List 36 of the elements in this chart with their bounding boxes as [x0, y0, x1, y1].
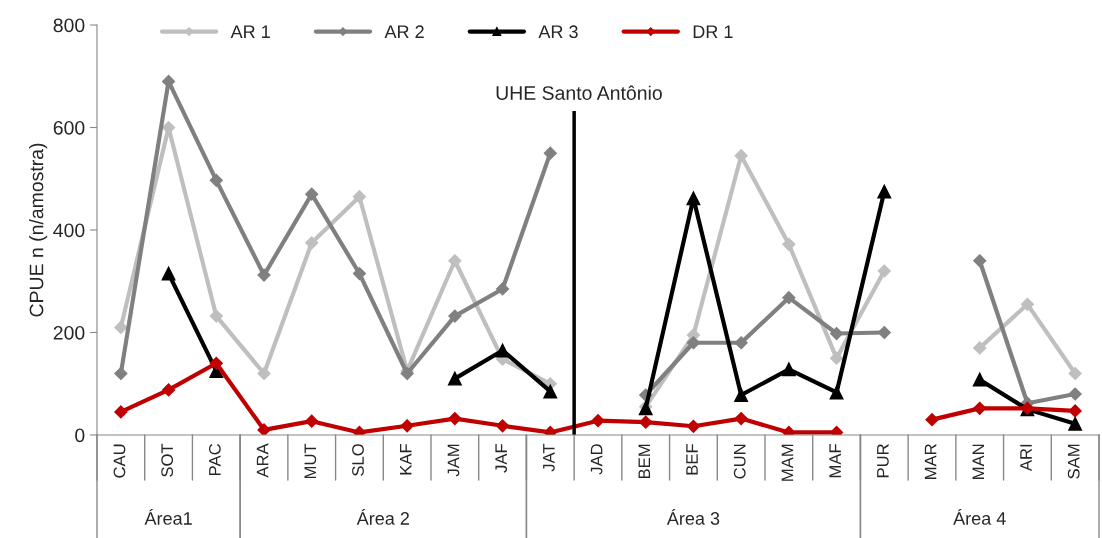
x-tick-label: MAF	[829, 444, 841, 478]
x-tick-label: JAD	[590, 444, 603, 475]
y-tick-label: 400	[53, 223, 85, 238]
text: Área 3	[666, 509, 720, 525]
x-tick-label: ARI	[1020, 444, 1032, 472]
x-tick-label: MAM	[781, 444, 794, 481]
x-tick-label: SOT	[161, 443, 174, 477]
x-tick-label: CAU	[113, 444, 126, 478]
x-tick-label: SAM	[1067, 444, 1080, 479]
legend-label: AR 1	[230, 25, 270, 38]
x-tick-label: MAR	[924, 444, 937, 479]
x-tick-label: MUT	[304, 443, 317, 479]
x-tick-label: PUR	[877, 444, 889, 478]
legend-label: AR 3	[538, 25, 578, 39]
x-tick-label: PAC	[208, 443, 221, 476]
text: Área 2	[356, 509, 409, 525]
text: Área1	[144, 509, 192, 525]
x-tick-label: JAM	[447, 444, 460, 477]
x-tick-label: CUN	[733, 444, 746, 479]
x-tick-label: SLO	[352, 444, 364, 476]
x-tick-label: KAF	[399, 444, 412, 475]
x-tick-label: JAF	[495, 444, 508, 473]
x-tick-label: MAN	[972, 444, 985, 479]
y-tick-label: 0	[75, 428, 85, 443]
text: Área 4	[953, 509, 1006, 525]
y-tick-label: 200	[53, 325, 85, 340]
legend-label: DR 1	[693, 25, 733, 38]
x-tick-label: JAT	[543, 443, 555, 472]
y-axis-title: CPUE n (n/amostra)	[29, 143, 48, 317]
legend-label: AR 2	[384, 25, 424, 38]
annotation: UHE Santo Antônio	[496, 85, 662, 100]
x-tick-label: BEM	[638, 444, 651, 479]
y-tick-label: 800	[53, 18, 85, 33]
x-tick-label: BEF	[686, 444, 698, 475]
y-tick-label: 600	[53, 120, 85, 135]
x-tick-label: ARA	[256, 443, 269, 478]
